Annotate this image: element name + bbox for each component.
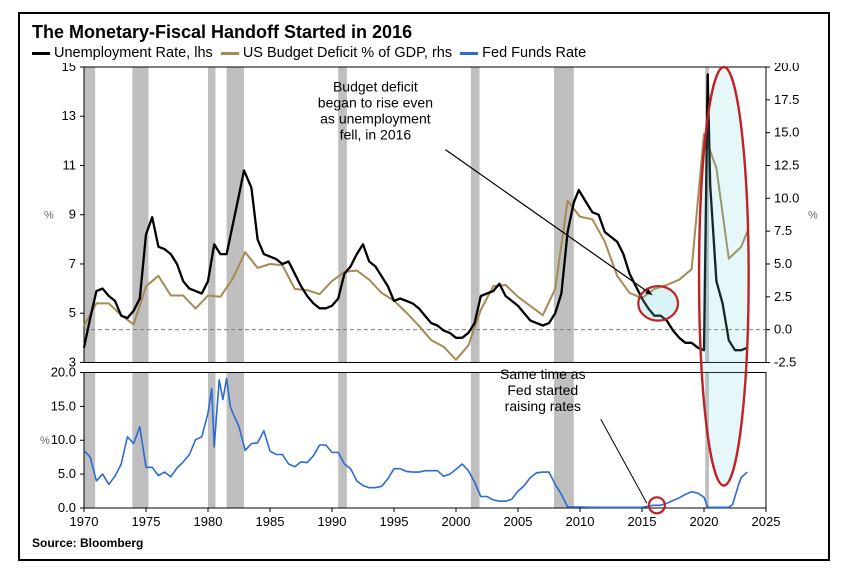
y-right-tick: 5.0 (774, 256, 792, 271)
annotation-text: Fed started (507, 382, 578, 398)
chart-image: The Monetary-Fiscal Handoff Started in 2… (0, 0, 848, 573)
legend-label-fedfunds: Fed Funds Rate (482, 45, 586, 61)
recession-band (471, 372, 480, 508)
y-left-tick: 9 (69, 207, 76, 222)
y-bot-tick: 5.0 (58, 466, 76, 481)
x-tick: 1990 (318, 514, 347, 529)
annotation-text: Same time as (500, 366, 586, 382)
annotation-text: fell, in 2016 (340, 127, 412, 143)
y-right-tick: 12.5 (774, 157, 799, 172)
x-tick: 1980 (194, 514, 223, 529)
x-tick: 2000 (442, 514, 471, 529)
y-bot-tick: 20.0 (51, 364, 76, 379)
legend-swatch-unemployment (32, 52, 50, 55)
y-right-tick: 15.0 (774, 125, 799, 140)
bottom-panel-frame (84, 372, 766, 508)
x-tick: 2020 (690, 514, 719, 529)
x-tick: 2015 (628, 514, 657, 529)
y-right-tick: 10.0 (774, 190, 799, 205)
annotation-ellipse-large (699, 67, 749, 486)
y-left-tick: 5 (69, 305, 76, 320)
legend-swatch-deficit (221, 52, 239, 55)
y-left-label: % (44, 210, 54, 222)
x-tick: 1975 (132, 514, 161, 529)
annotation-ellipse (638, 286, 678, 320)
y-left-tick: 13 (62, 108, 76, 123)
x-tick: 2025 (752, 514, 781, 529)
x-tick: 1995 (380, 514, 409, 529)
legend-swatch-fedfunds (460, 52, 478, 55)
x-tick: 1985 (256, 514, 285, 529)
x-tick: 2010 (566, 514, 595, 529)
chart-frame: The Monetary-Fiscal Handoff Started in 2… (18, 12, 830, 561)
y-right-label: % (808, 210, 818, 222)
recession-band (84, 372, 95, 508)
recession-band (338, 372, 347, 508)
y-right-tick: 2.5 (774, 289, 792, 304)
plot-area: 3579111315%-2.50.02.55.07.510.012.515.01… (30, 63, 820, 532)
y-right-tick: 7.5 (774, 223, 792, 238)
chart-title: The Monetary-Fiscal Handoff Started in 2… (32, 22, 820, 43)
y-right-tick: 17.5 (774, 92, 799, 107)
source-line: Source: Bloomberg (32, 536, 820, 550)
annotation-text: as unemployment (320, 111, 431, 127)
series-deficit (84, 134, 747, 360)
y-right-tick: -2.5 (774, 354, 796, 369)
annotation-text: Budget deficit (333, 79, 418, 95)
annotation-text: began to rise even (318, 95, 433, 111)
y-right-tick: 20.0 (774, 63, 799, 74)
legend-label-unemployment: Unemployment Rate, lhs (54, 45, 213, 61)
chart-svg: 3579111315%-2.50.02.55.07.510.012.515.01… (30, 63, 820, 532)
y-bot-tick: 15.0 (51, 398, 76, 413)
y-bot-tick: 10.0 (51, 432, 76, 447)
legend-label-deficit: US Budget Deficit % of GDP, rhs (243, 45, 452, 61)
legend: Unemployment Rate, lhs US Budget Deficit… (32, 45, 820, 61)
annotation-text: raising rates (505, 398, 581, 414)
y-bot-label: % (40, 435, 50, 447)
x-tick: 2005 (504, 514, 533, 529)
y-left-tick: 15 (62, 63, 76, 74)
series-fedfunds (84, 379, 747, 508)
y-left-tick: 11 (63, 157, 77, 172)
y-left-tick: 7 (69, 256, 76, 271)
y-right-tick: 0.0 (774, 322, 792, 337)
x-tick: 1970 (70, 514, 99, 529)
annotation-connector (601, 419, 647, 503)
recession-band (208, 67, 215, 362)
y-bot-tick: 0.0 (58, 500, 76, 515)
